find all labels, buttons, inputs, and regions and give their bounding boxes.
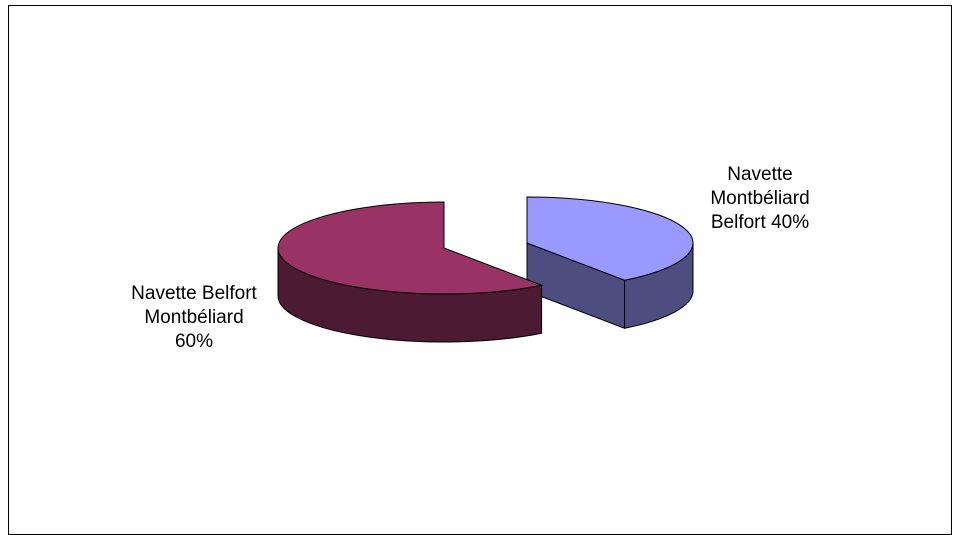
- pie-chart: [277, 196, 694, 343]
- slice-belfort-montbeliard: [277, 201, 544, 295]
- label-belfort-montbeliard: Navette Belfort Montbéliard 60%: [131, 283, 257, 352]
- slice-montbeliard-belfort: [526, 196, 694, 281]
- label-montbeliard-belfort: Navette Montbéliard Belfort 40%: [710, 164, 810, 233]
